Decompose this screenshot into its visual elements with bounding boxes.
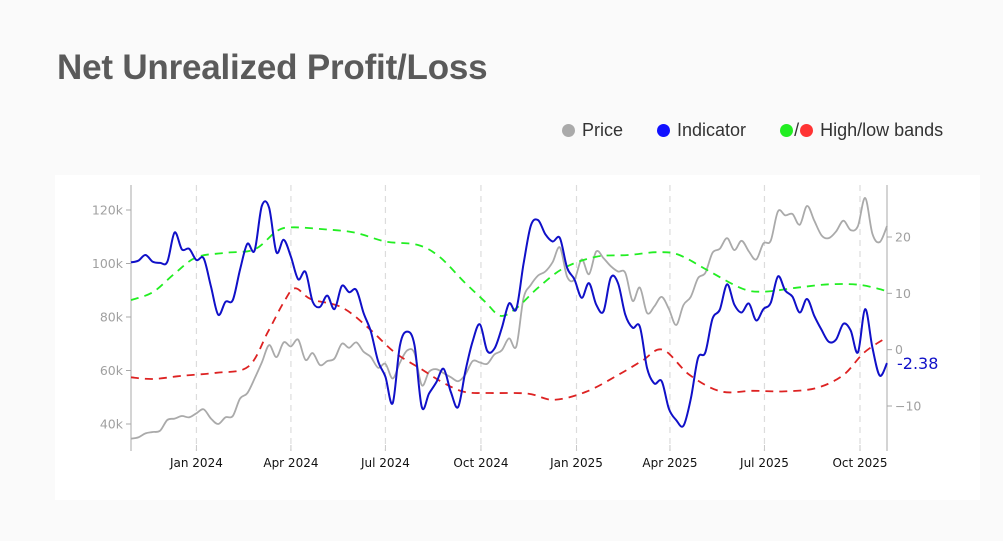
x-tick-label: Oct 2024 bbox=[453, 456, 508, 470]
legend-item-bands[interactable]: / High/low bands bbox=[780, 120, 943, 141]
y-left-tick-label: 40k bbox=[100, 417, 124, 432]
series-layer bbox=[130, 197, 888, 440]
y-right-tick-label: −10 bbox=[895, 399, 921, 414]
price-dot-icon bbox=[562, 124, 575, 137]
axes bbox=[126, 185, 892, 451]
tick-labels: Jan 2024 Apr 2024 Jul 2024 Oct 2024 Jan 2025… bbox=[92, 203, 939, 471]
y-left-tick-label: 100k bbox=[92, 256, 124, 271]
page-title: Net Unrealized Profit/Loss bbox=[57, 48, 488, 87]
y-right-tick-label: 10 bbox=[895, 286, 911, 301]
series-line-indicator bbox=[130, 200, 888, 428]
legend-label-price: Price bbox=[582, 120, 624, 140]
series-line-price bbox=[130, 197, 888, 440]
y-left-tick-label: 80k bbox=[100, 310, 124, 325]
legend-separator: / bbox=[794, 120, 800, 140]
x-tick-label: Jul 2024 bbox=[360, 456, 410, 470]
legend-item-price[interactable]: Price bbox=[562, 120, 623, 141]
x-tick-label: Jan 2025 bbox=[549, 456, 603, 470]
series-line-low-band bbox=[130, 287, 888, 401]
legend-label-indicator: Indicator bbox=[677, 120, 747, 140]
legend-label-bands: High/low bands bbox=[820, 120, 944, 140]
x-tick-label: Jan 2024 bbox=[169, 456, 223, 470]
high-band-dot-icon bbox=[780, 124, 794, 137]
y-left-tick-label: 120k bbox=[92, 203, 124, 218]
series-line-high-band bbox=[130, 226, 888, 317]
indicator-last-value: -2.38 bbox=[897, 354, 938, 373]
x-tick-label: Oct 2025 bbox=[832, 456, 887, 470]
y-left-tick-label: 60k bbox=[100, 363, 124, 378]
y-right-tick-label: 0 bbox=[895, 342, 903, 357]
x-tick-label: Apr 2024 bbox=[263, 456, 318, 470]
low-band-dot-icon bbox=[800, 124, 814, 137]
y-right-tick-label: 20 bbox=[895, 230, 911, 245]
x-tick-label: Apr 2025 bbox=[642, 456, 697, 470]
chart-legend: Price Indicator / High/low bands bbox=[562, 120, 943, 141]
legend-item-indicator[interactable]: Indicator bbox=[657, 120, 746, 141]
grid-lines bbox=[195, 185, 861, 451]
indicator-dot-icon bbox=[657, 124, 671, 137]
x-tick-label: Jul 2025 bbox=[739, 456, 789, 470]
